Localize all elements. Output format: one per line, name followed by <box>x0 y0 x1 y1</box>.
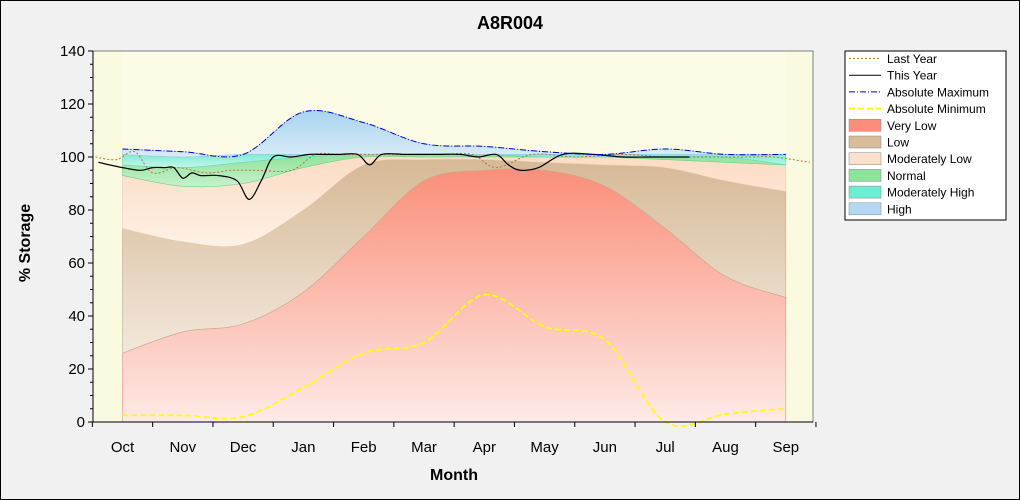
legend-label-moderately-low: Moderately Low <box>887 152 972 166</box>
legend-label-last-year: Last Year <box>887 52 937 66</box>
x-tick-label: Nov <box>169 439 196 456</box>
legend-swatch-moderately-low <box>848 152 882 165</box>
x-tick-label: Apr <box>473 439 496 456</box>
y-tick-label: 100 <box>60 149 85 166</box>
legend-swatch-high <box>848 202 882 216</box>
legend-label-absolute-maximum: Absolute Maximum <box>887 85 989 99</box>
legend-label-absolute-minimum: Absolute Minimum <box>887 102 986 116</box>
legend-swatch-very-low <box>848 119 882 132</box>
y-axis-label: % Storage <box>17 204 34 282</box>
legend-swatch-low <box>848 135 882 149</box>
x-tick-label: Jul <box>656 439 675 456</box>
y-tick-label: 0 <box>77 414 85 431</box>
y-tick-label: 80 <box>68 202 85 219</box>
legend-label-very-low: Very Low <box>887 119 937 133</box>
x-tick-label: Oct <box>111 439 135 456</box>
legend-label-high: High <box>887 202 912 216</box>
x-tick-label: Mar <box>411 439 437 456</box>
legend-label-this-year: This Year <box>887 69 937 83</box>
legend-label-low: Low <box>887 136 909 150</box>
y-tick-label: 20 <box>68 361 85 378</box>
axes: 0 20 40 60 80 100 120 140 Oct Nov Dec Jan Feb Mar Apr M… <box>60 43 817 456</box>
y-tick-label: 140 <box>60 43 85 60</box>
x-tick-label: Sep <box>772 439 799 456</box>
x-tick-label: Dec <box>230 439 257 456</box>
chart-title: A8R004 <box>477 13 543 33</box>
legend-label-normal: Normal <box>887 169 926 183</box>
x-tick-label: May <box>530 439 559 456</box>
x-axis-label: Month <box>430 467 478 484</box>
x-tick-label: Feb <box>351 439 377 456</box>
x-tick-label: Jan <box>291 439 315 456</box>
y-tick-label: 40 <box>68 308 85 325</box>
x-tick-label: Aug <box>712 439 739 456</box>
series-line-this-year <box>98 152 690 201</box>
series-line-absolute-maximum <box>122 110 786 158</box>
legend-swatch-normal <box>848 169 882 182</box>
y-tick-label: 60 <box>68 255 85 272</box>
legend-swatch-moderately-high <box>848 185 882 199</box>
legend: Last Year This Year Absolute Maximum Absolu… <box>844 50 1007 221</box>
legend-label-moderately-high: Moderately High <box>887 186 974 200</box>
x-tick-label: Jun <box>593 439 617 456</box>
y-tick-label: 120 <box>60 96 85 113</box>
plot-area <box>93 51 813 428</box>
